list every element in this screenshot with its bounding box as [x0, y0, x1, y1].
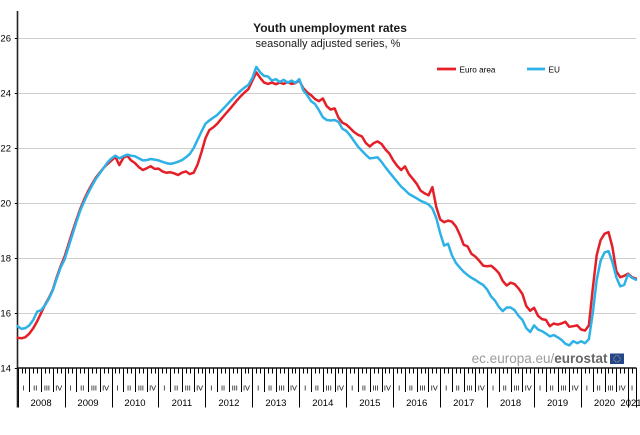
svg-text:2015: 2015	[359, 398, 380, 409]
svg-text:III: III	[44, 384, 50, 393]
svg-text:2010: 2010	[124, 398, 145, 409]
svg-text:2017: 2017	[453, 398, 474, 409]
svg-text:2016: 2016	[406, 398, 427, 409]
svg-text:2008: 2008	[31, 398, 52, 409]
svg-text:2014: 2014	[312, 398, 333, 409]
svg-text:III: III	[560, 384, 566, 393]
svg-text:Youth unemployment rates: Youth unemployment rates	[253, 21, 407, 35]
svg-text:2021: 2021	[620, 398, 640, 409]
svg-text:II: II	[456, 384, 460, 393]
svg-text:I: I	[445, 384, 447, 393]
svg-text:IV: IV	[619, 384, 626, 393]
svg-text:II: II	[33, 384, 37, 393]
svg-text:IV: IV	[55, 384, 62, 393]
svg-text:IV: IV	[196, 384, 203, 393]
svg-text:I: I	[116, 384, 118, 393]
svg-text:I: I	[539, 384, 541, 393]
svg-text:2009: 2009	[77, 398, 98, 409]
svg-text:2018: 2018	[500, 398, 521, 409]
svg-text:II: II	[315, 384, 319, 393]
svg-text:2020: 2020	[594, 398, 615, 409]
svg-text:I: I	[398, 384, 400, 393]
svg-text:II: II	[174, 384, 178, 393]
svg-text:20: 20	[0, 198, 11, 209]
svg-text:I: I	[304, 384, 306, 393]
svg-text:ec.europa.eu/eurostat: ec.europa.eu/eurostat	[472, 351, 608, 366]
svg-text:I: I	[631, 384, 633, 393]
svg-text:IV: IV	[102, 384, 109, 393]
svg-text:16: 16	[0, 308, 11, 319]
svg-text:III: III	[232, 384, 238, 393]
svg-text:II: II	[362, 384, 366, 393]
svg-text:2011: 2011	[172, 398, 192, 409]
svg-text:III: III	[420, 384, 426, 393]
svg-text:2013: 2013	[265, 398, 286, 409]
svg-text:18: 18	[0, 253, 11, 264]
svg-text:III: III	[185, 384, 191, 393]
svg-text:I: I	[163, 384, 165, 393]
svg-text:II: II	[268, 384, 272, 393]
svg-text:II: II	[221, 384, 225, 393]
svg-text:II: II	[80, 384, 84, 393]
svg-text:I: I	[210, 384, 212, 393]
svg-text:IV: IV	[290, 384, 297, 393]
svg-text:II: II	[597, 384, 601, 393]
svg-text:IV: IV	[149, 384, 156, 393]
svg-text:I: I	[69, 384, 71, 393]
svg-text:I: I	[257, 384, 259, 393]
svg-text:2019: 2019	[547, 398, 568, 409]
svg-text:III: III	[513, 384, 519, 393]
svg-text:III: III	[138, 384, 144, 393]
svg-text:III: III	[326, 384, 332, 393]
svg-text:III: III	[607, 384, 613, 393]
svg-text:IV: IV	[384, 384, 391, 393]
svg-text:III: III	[279, 384, 285, 393]
svg-text:III: III	[373, 384, 379, 393]
svg-text:IV: IV	[572, 384, 579, 393]
svg-text:I: I	[492, 384, 494, 393]
svg-text:Euro area: Euro area	[460, 66, 496, 75]
svg-text:II: II	[409, 384, 413, 393]
svg-text:IV: IV	[243, 384, 250, 393]
svg-text:22: 22	[0, 143, 11, 154]
svg-text:I: I	[351, 384, 353, 393]
svg-text:IV: IV	[478, 384, 485, 393]
svg-text:III: III	[91, 384, 97, 393]
svg-text:I: I	[586, 384, 588, 393]
svg-text:IV: IV	[337, 384, 344, 393]
svg-text:I: I	[22, 384, 24, 393]
svg-text:24: 24	[0, 88, 11, 99]
svg-text:III: III	[467, 384, 473, 393]
svg-text:II: II	[550, 384, 554, 393]
svg-text:II: II	[127, 384, 131, 393]
svg-text:26: 26	[0, 33, 11, 44]
svg-text:IV: IV	[525, 384, 532, 393]
svg-text:2012: 2012	[218, 398, 239, 409]
svg-text:II: II	[503, 384, 507, 393]
svg-text:EU: EU	[549, 66, 560, 75]
svg-text:IV: IV	[431, 384, 438, 393]
svg-text:seasonally adjusted series, %: seasonally adjusted series, %	[256, 38, 401, 50]
svg-text:14: 14	[0, 363, 11, 374]
